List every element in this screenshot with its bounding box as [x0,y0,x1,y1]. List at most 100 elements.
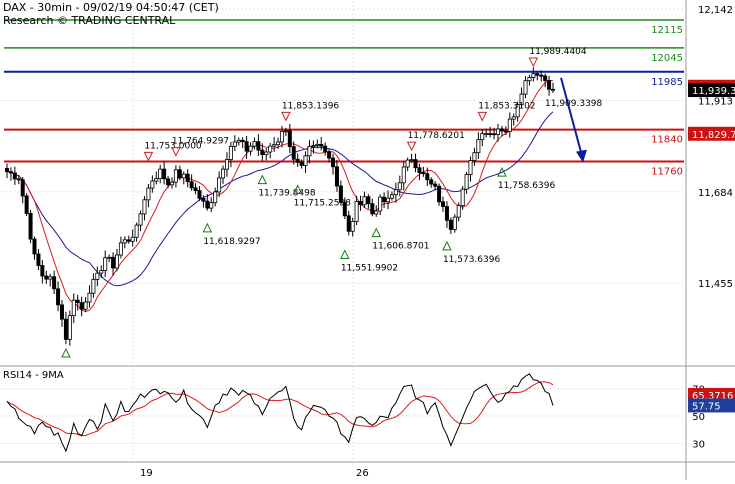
pivot-high-marker [477,111,488,122]
candle-body [547,80,552,90]
pivot-high-marker [406,141,417,152]
candle-body [539,74,544,77]
time-tick-label: 26 [356,468,369,479]
candle-body [114,254,119,269]
candle-body [303,155,308,166]
candle-body [260,149,265,156]
candle-body [272,144,277,147]
candle-body [63,318,68,340]
candle-body [95,272,100,280]
price-tick-label: 11,913 [698,97,733,108]
candle-body [20,179,25,197]
candle-body [185,173,190,183]
candle-body [295,158,300,163]
candle-body [16,178,21,181]
rsi-line [6,373,554,453]
pivot-low-label: 11,606.8701 [372,242,429,252]
candle-body [323,145,328,153]
candle-body [264,151,269,156]
candle-body [523,80,528,95]
candle-body [236,139,241,143]
candle-body [79,302,84,310]
level-label-12045: 12045 [651,53,683,64]
candle-body [87,292,92,303]
candle-body [370,203,375,215]
level-label-12115: 12115 [651,25,683,36]
pivot-low-marker [442,240,452,251]
pivot-high-marker [171,147,181,157]
pivot-low-marker [497,166,507,177]
candle-body [456,205,461,218]
candle-body [334,166,339,187]
candle-body [496,128,501,135]
forecast-arrowhead [576,149,587,163]
candle-body [307,146,312,157]
candle-body [444,206,449,221]
candle-body [138,213,143,226]
candle-body [291,146,296,160]
candle-body [515,104,520,118]
pivot-high-label: 11,853.1396 [282,101,340,111]
forecast-arrow [560,77,584,160]
candle-body [5,168,10,173]
candle-body [154,178,159,182]
candle-body [507,118,512,132]
level-label-11985: 11985 [651,77,683,88]
pivot-high-marker [143,151,154,162]
candle-body [480,133,485,141]
pivot-low-label: 11,715.2598 [294,198,352,208]
candle-body [287,130,292,148]
price-badge-last_price [688,83,735,98]
price-badge-label-ma_slow: 11,829.7 [692,130,735,141]
price-badge-ma_slow [688,126,735,141]
pivot-high-label: 11,778.6201 [408,131,465,141]
candle-body [162,168,167,180]
candle-body [397,182,402,191]
candle-body [103,257,108,271]
candle-body [452,216,457,230]
candle-body [122,239,127,244]
candle-body [201,197,206,202]
pivot-low-label: 11,573.6396 [443,255,501,265]
candle-body [437,185,442,203]
candle-body [358,201,363,206]
candle-body [551,88,556,91]
candle-body [413,159,418,169]
candle-body [531,73,536,78]
candle-body [338,185,343,203]
rsi-badge-label-rsi_ma: 65.3716 [692,391,733,402]
candle-body [209,202,214,209]
candle-body [158,168,163,179]
candle-body [142,199,147,215]
candle-body [417,167,422,173]
candle-body [268,145,273,153]
candle-body [342,201,347,217]
candle-body [460,188,465,207]
candle-body [146,187,151,201]
candle-body [283,130,288,133]
level-label-11840: 11840 [651,135,683,146]
candle-body [213,191,218,204]
candle-body [382,196,387,203]
candle-body [48,276,53,280]
pivot-low-marker [340,249,350,260]
candle-body [362,196,367,206]
candle-body [433,183,438,187]
candle-body [12,172,17,180]
candle-body [346,215,351,232]
candle-body [232,141,237,147]
chart-credit: Research © TRADING CENTRAL [3,14,176,27]
candle-body [244,141,249,152]
pivot-low-label: 11,618.9297 [203,237,260,247]
candle-body [59,304,64,320]
price-badge-label-last_price: 11,939.3 [692,86,735,97]
price-tick-label: 12,142 [698,5,733,16]
candle-body [193,187,198,191]
candle-body [118,242,123,256]
candle-body [366,196,371,205]
candle-body [8,171,13,174]
candle-body [374,210,379,215]
candle-body [32,238,37,255]
candle-body [448,219,453,230]
